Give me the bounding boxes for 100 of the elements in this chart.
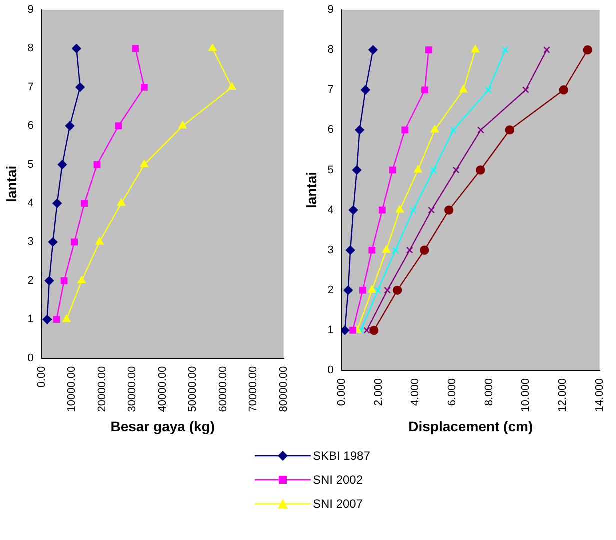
point — [44, 276, 54, 286]
point — [53, 316, 60, 324]
point — [60, 277, 68, 284]
point — [505, 126, 515, 135]
point — [583, 45, 592, 55]
point — [459, 86, 468, 93]
point — [48, 238, 58, 247]
y-tick-label: 3 — [28, 236, 34, 248]
y-tick-label: 7 — [328, 84, 334, 96]
point — [425, 46, 432, 54]
point — [452, 166, 460, 174]
point — [392, 286, 402, 296]
point — [65, 122, 75, 131]
point — [140, 84, 148, 91]
x-tick-label: 12.000 — [556, 378, 569, 412]
point — [117, 198, 126, 206]
point — [444, 206, 454, 215]
point — [384, 287, 392, 294]
y-axis-title: lantai — [303, 172, 320, 209]
y-tick-label: 0 — [28, 352, 34, 364]
point — [414, 166, 422, 173]
point — [420, 246, 430, 255]
y-tick-label: 8 — [328, 44, 334, 56]
point — [140, 160, 148, 168]
point — [132, 45, 140, 52]
point — [76, 82, 85, 92]
point — [361, 86, 370, 95]
point — [544, 46, 550, 54]
y-tick-label: 4 — [28, 198, 34, 210]
point — [392, 246, 399, 254]
y-tick-label: 6 — [28, 120, 34, 132]
point — [115, 122, 122, 130]
point — [94, 161, 101, 168]
point — [358, 327, 365, 334]
x-tick-label: 20000.00 — [96, 366, 108, 412]
point — [522, 86, 530, 94]
legend-label: SKBI 1987 — [313, 449, 370, 463]
x-tick-label: 8.000 — [483, 378, 496, 406]
y-tick-label: 2 — [28, 274, 34, 287]
point — [352, 166, 362, 175]
point — [52, 198, 62, 208]
point — [374, 287, 382, 294]
point — [42, 315, 52, 324]
point — [502, 46, 509, 54]
point — [368, 286, 376, 294]
y-tick-label: 5 — [28, 158, 34, 171]
y-tick-label: 8 — [28, 42, 34, 55]
point — [344, 286, 353, 296]
x-tick-label: 40000.00 — [156, 366, 169, 412]
point — [58, 160, 68, 170]
point — [430, 166, 438, 174]
point — [450, 126, 457, 134]
point — [208, 44, 217, 52]
point — [559, 86, 568, 95]
point — [348, 206, 358, 215]
point — [359, 287, 366, 294]
x-axis-title: Displacement (cm) — [408, 418, 534, 434]
y-tick-label: 0 — [328, 364, 334, 377]
y-tick-label: 7 — [28, 81, 34, 94]
point — [402, 126, 409, 134]
point — [485, 86, 492, 94]
y-tick-label: 3 — [328, 244, 334, 256]
point — [476, 166, 486, 175]
point — [382, 246, 391, 253]
point — [410, 206, 417, 214]
x-tick-label: 0.000 — [336, 378, 348, 406]
y-tick-label: 6 — [328, 124, 334, 136]
point — [389, 166, 396, 174]
x-tick-label: 10.000 — [520, 378, 532, 412]
point — [422, 86, 428, 94]
point — [379, 206, 386, 214]
y-axis-title: lantai — [3, 166, 20, 202]
point — [471, 45, 480, 53]
point — [78, 276, 86, 284]
point — [72, 44, 82, 54]
x-tick-label: 70000.00 — [248, 366, 260, 412]
point — [428, 206, 436, 214]
point — [396, 206, 404, 213]
point — [368, 246, 376, 254]
point — [350, 327, 356, 334]
y-tick-label: 9 — [328, 4, 334, 16]
point — [368, 45, 378, 55]
y-tick-label: 4 — [328, 204, 334, 216]
point — [228, 82, 236, 90]
point — [178, 122, 187, 129]
point — [96, 238, 104, 245]
x-tick-label: 60000.00 — [217, 366, 230, 412]
y-tick-label: 2 — [328, 284, 334, 296]
point — [346, 246, 356, 255]
y-tick-label: 1 — [328, 324, 334, 337]
point — [71, 238, 78, 246]
point — [62, 315, 71, 322]
x-tick-label: 2.000 — [372, 378, 385, 406]
x-tick-label: 6.000 — [446, 378, 458, 406]
x-tick-label: 4.000 — [410, 378, 422, 406]
x-tick-label: 50000.00 — [187, 366, 200, 412]
x-tick-label: 30000.00 — [126, 366, 139, 412]
point — [355, 126, 364, 135]
x-tick-label: 14.000 — [594, 378, 606, 412]
point — [430, 126, 440, 133]
